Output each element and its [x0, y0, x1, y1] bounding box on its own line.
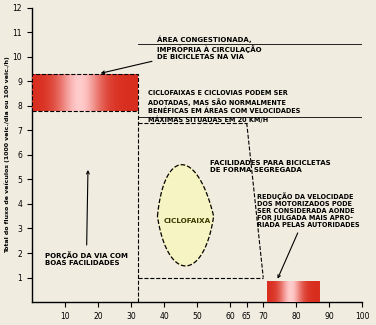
Text: FACILIDADES PARA BICICLETAS
DE FORMA SEGREGADA: FACILIDADES PARA BICICLETAS DE FORMA SEG…: [210, 160, 331, 173]
Text: PORÇÃO DA VIA COM
BOAS FACILIDADES: PORÇÃO DA VIA COM BOAS FACILIDADES: [45, 171, 128, 266]
Polygon shape: [158, 165, 214, 266]
Text: REDUÇÃO DA VELOCIDADE
DOS MOTORIZADOS PODE
SER CONSIDERADA AONDE
FOR JULGADA MAI: REDUÇÃO DA VELOCIDADE DOS MOTORIZADOS PO…: [257, 192, 359, 278]
Text: ÁREA CONGESTIONADA,
IMPRÓPRIA À CIRCULAÇÃO
DE BICICLETAS NA VIA: ÁREA CONGESTIONADA, IMPRÓPRIA À CIRCULAÇ…: [102, 36, 262, 74]
Y-axis label: Total do fluxo de veículos (1000 veic./dia ou 100 veic./h): Total do fluxo de veículos (1000 veic./d…: [4, 57, 10, 253]
Text: CICLOFAIXAS E CICLOVIAS PODEM SER
ADOTADAS, MAS SÃO NORMALMENTE
BENÉFICAS EM ÁRE: CICLOFAIXAS E CICLOVIAS PODEM SER ADOTAD…: [147, 90, 300, 124]
Text: CICLOFAIXA: CICLOFAIXA: [164, 218, 211, 224]
Bar: [32, 74, 138, 111]
